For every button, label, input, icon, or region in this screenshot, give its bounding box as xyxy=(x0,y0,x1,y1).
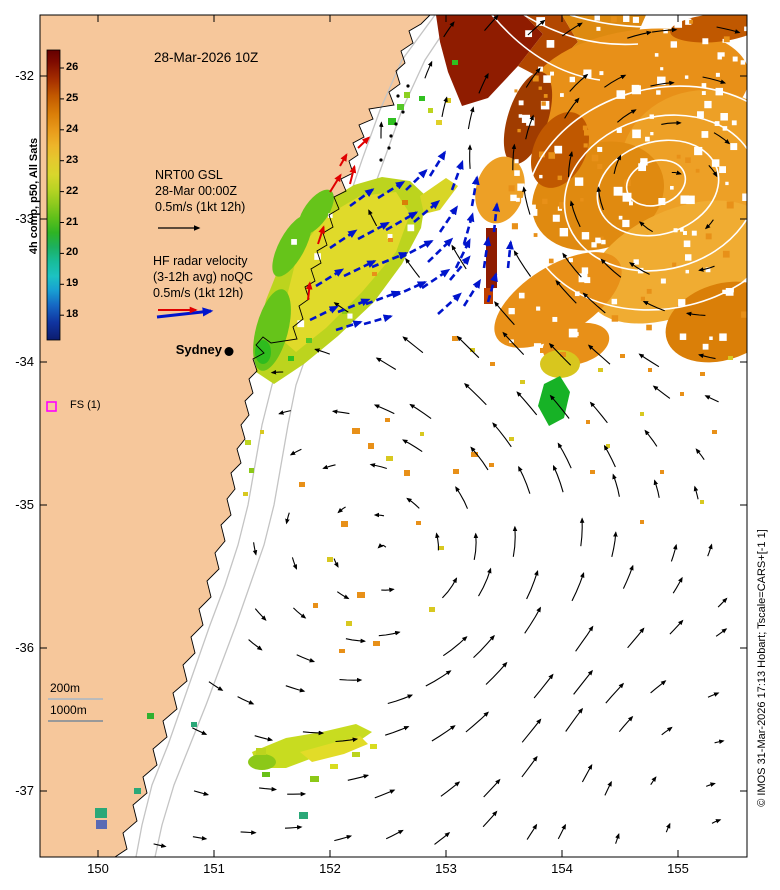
colorbar-tick-label: 23 xyxy=(66,153,79,166)
y-tick-label: -34 xyxy=(15,354,34,369)
legend-hf-line1: HF radar velocity xyxy=(153,254,248,268)
fs-legend-label: FS (1) xyxy=(70,399,101,411)
legend-nrt-line3: 0.5m/s (1kt 12h) xyxy=(155,200,246,214)
colorbar-tick-label: 22 xyxy=(66,184,79,197)
x-tick-label: 152 xyxy=(319,861,341,876)
y-tick-label: -32 xyxy=(15,68,34,83)
colorbar-tick-label: 18 xyxy=(66,308,79,321)
red-coastal-arrows xyxy=(305,136,371,301)
map-markers xyxy=(46,347,234,722)
legend-hf-blue-arrow xyxy=(156,307,214,319)
x-tick-label: 150 xyxy=(87,861,109,876)
colorbar-tick-label: 24 xyxy=(66,122,79,135)
fs-marker xyxy=(46,401,57,412)
x-tick-label: 153 xyxy=(435,861,457,876)
city-label-sydney: Sydney xyxy=(175,342,222,357)
axes-frame xyxy=(39,14,748,858)
legend-nrt-line1: NRT00 GSL xyxy=(155,168,223,182)
map-plot-area xyxy=(40,15,747,857)
colorbar-tick-label: 26 xyxy=(66,61,79,73)
nrt-current-arrows xyxy=(153,15,741,848)
hf-radar-arrows xyxy=(309,150,514,332)
y-tick-label: -33 xyxy=(15,211,34,226)
land-mass xyxy=(40,15,430,857)
y-tick-label: -36 xyxy=(15,640,34,655)
colorbar-tick-label: 25 xyxy=(66,91,79,104)
colorbar-tick-label: 20 xyxy=(66,246,79,259)
colorbar-gradient-bar xyxy=(46,49,61,341)
x-tick-label: 155 xyxy=(667,861,689,876)
y-tick-label: -35 xyxy=(15,497,34,512)
colorbar xyxy=(46,49,64,341)
y-tick-label: -37 xyxy=(15,783,34,798)
legend-nrt-line2: 28-Mar 00:00Z xyxy=(155,184,237,198)
x-tick-label: 151 xyxy=(203,861,225,876)
legend-hf-line3: 0.5m/s (1kt 12h) xyxy=(153,286,244,300)
depth-label-1000m: 1000m xyxy=(50,703,87,717)
bathymetry-contours xyxy=(135,15,456,857)
copyright-text: © IMOS 31-Mar-2026 17:13 Hobart; Tscale=… xyxy=(756,529,768,807)
x-tick-label: 154 xyxy=(551,861,573,876)
colorbar-tick-label: 19 xyxy=(66,277,79,290)
depth-label-200m: 200m xyxy=(50,681,81,695)
ssh-contours xyxy=(491,15,747,311)
legend-hf-line2: (3-12h avg) noQC xyxy=(153,270,254,284)
sydney-marker xyxy=(224,347,234,356)
colorbar-tick-label: 21 xyxy=(66,215,79,228)
figure-title: 28-Mar-2026 10Z xyxy=(154,50,259,65)
colorbar-label: 4h comp, p50, All Sats xyxy=(28,137,40,255)
